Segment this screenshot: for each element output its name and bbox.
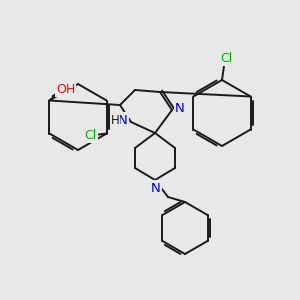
Text: Cl: Cl xyxy=(85,129,97,142)
Text: N: N xyxy=(175,103,185,116)
Text: Cl: Cl xyxy=(220,52,232,64)
Text: N: N xyxy=(151,182,161,194)
Text: N: N xyxy=(118,113,128,127)
Text: OH: OH xyxy=(56,83,75,96)
Text: H: H xyxy=(111,113,119,127)
